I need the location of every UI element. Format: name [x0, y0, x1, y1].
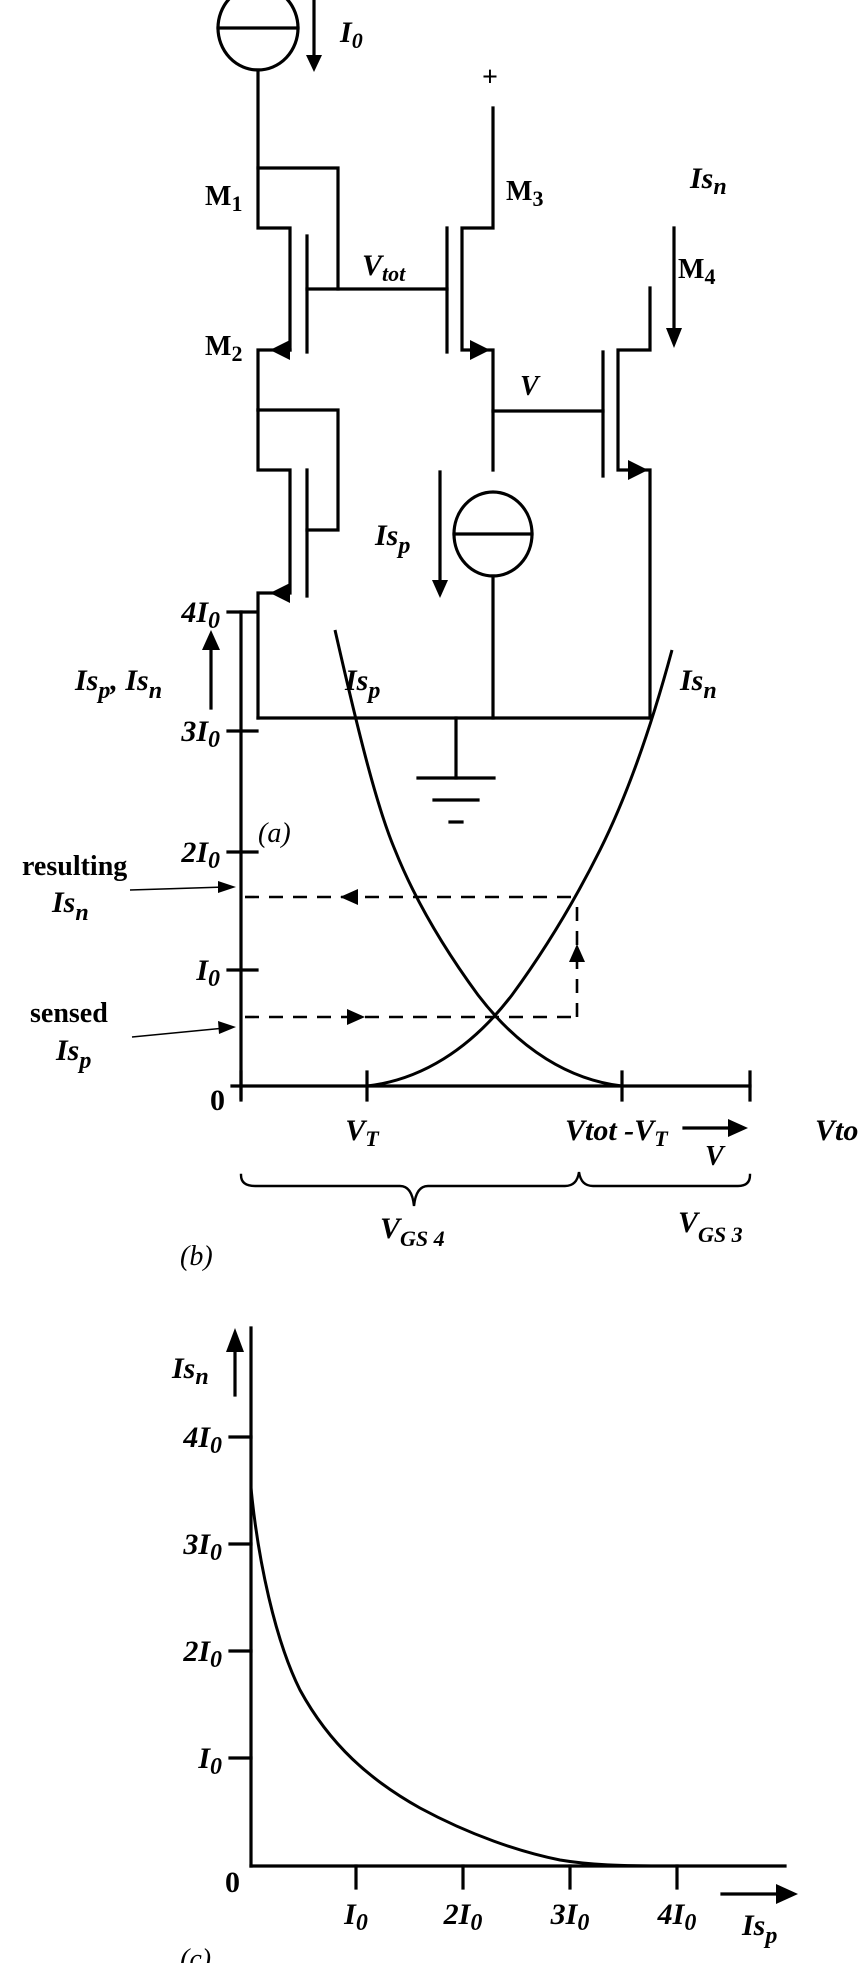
wire-m4-channel	[616, 286, 652, 720]
b-brace-label-vgs3: VGS 3	[678, 1206, 743, 1247]
b-annotation-sensed-isp: Isp	[55, 1034, 91, 1074]
b-arrow-right-icon	[347, 1009, 365, 1025]
b-pointer-resulting	[129, 886, 226, 891]
m1-source-arrow-icon	[270, 340, 290, 360]
b-arrow-up-icon	[569, 944, 585, 962]
current-source-i0-icon	[216, 0, 300, 72]
m4-source-arrow-icon	[628, 460, 648, 480]
b-ytick-3i0: 3I0	[180, 715, 220, 753]
ground-icon	[416, 716, 496, 824]
label-m2: M2	[205, 331, 242, 366]
b-annotation-resulting: resulting	[22, 851, 127, 882]
label-v-node: V	[520, 371, 541, 402]
wire-m2-gate-drain	[256, 408, 340, 532]
b-y-arrow-icon	[202, 630, 220, 710]
c-xtick-2i0: 2I0	[443, 1898, 483, 1936]
c-y-arrow-icon	[226, 1328, 244, 1397]
b-xtick-vt: VT	[345, 1114, 380, 1151]
b-y-axis-label: Isp, Isn	[74, 664, 162, 704]
label-m1: M1	[205, 181, 242, 216]
c-ytick-2i0: 2I0	[182, 1635, 222, 1673]
panel-a-circuit: I0 M1 Vtot M2 + M3 V	[205, 0, 727, 849]
wire-m3-channel	[460, 106, 495, 472]
c-curve-isn-vs-isp	[249, 1487, 671, 1868]
label-m3: M3	[506, 176, 543, 211]
m2-source-arrow-icon	[270, 583, 290, 603]
b-pointer-sensed	[131, 1027, 226, 1038]
label-m4: M4	[678, 254, 715, 289]
b-curve-isp	[333, 629, 623, 1088]
b-ytick-i0: I0	[195, 954, 220, 992]
b-brace-label-vgs4: VGS 4	[380, 1212, 445, 1251]
c-x-arrow-icon	[720, 1884, 798, 1904]
b-x-arrow-icon	[682, 1119, 748, 1137]
c-ytick-3i0: 3I0	[182, 1528, 222, 1566]
b-ytick-0: 0	[210, 1084, 225, 1117]
caption-a: (a)	[258, 818, 291, 849]
c-ytick-4i0: 4I0	[182, 1421, 222, 1459]
c-x-ticks	[354, 1864, 679, 1890]
label-isn: Isn	[689, 162, 727, 200]
c-ytick-0: 0	[225, 1866, 240, 1899]
i0-arrow-icon	[306, 0, 322, 72]
panel-c-chart: 4I0 3I0 2I0 I0 0 Isn I0 2I0 3I0 4I0 Isp …	[171, 1326, 798, 1963]
isp-arrow-icon	[432, 470, 448, 598]
c-x-axis-label: Isp	[741, 1909, 777, 1949]
label-vtot: Vtot	[362, 249, 406, 286]
b-curve-label-isn: Isn	[679, 664, 717, 704]
m3-source-arrow-icon	[470, 340, 490, 360]
c-xtick-3i0: 3I0	[550, 1898, 590, 1936]
b-braces	[239, 1171, 752, 1207]
b-curve-label-isp: Isp	[344, 664, 380, 704]
isn-arrow-icon	[666, 226, 682, 348]
b-arrow-left-icon	[340, 889, 358, 905]
b-ytick-4i0: 4I0	[180, 596, 220, 634]
current-source-isp-icon	[452, 490, 534, 578]
panel-b-chart: 4I0 3I0 2I0 I0 0 Isp, Isn VT Vtot -VT Vt…	[22, 596, 858, 1272]
b-xtick-vtot-vt: Vtot -VT	[565, 1114, 669, 1151]
b-ytick-2i0: 2I0	[180, 836, 220, 874]
c-xtick-i0: I0	[343, 1898, 368, 1936]
c-y-ticks	[228, 1435, 253, 1760]
c-y-axis-label: Isn	[171, 1352, 209, 1390]
label-i0: I0	[339, 16, 363, 53]
caption-b: (b)	[180, 1241, 213, 1272]
c-ytick-i0: I0	[197, 1742, 222, 1780]
label-supply-plus: +	[482, 62, 498, 93]
b-annotation-resulting-isn: Isn	[51, 886, 89, 926]
b-y-ticks	[226, 610, 259, 972]
wire-m2-channel	[256, 408, 292, 720]
b-x-axis-label: V	[705, 1141, 726, 1172]
wire-m1-gate-drain	[256, 68, 340, 291]
b-annotation-sensed: sensed	[30, 998, 108, 1029]
b-curve-isn	[366, 649, 674, 1088]
wire-m1-drain	[256, 166, 292, 352]
c-xtick-4i0: 4I0	[657, 1898, 697, 1936]
caption-c: (c)	[180, 1944, 211, 1963]
b-xtick-vtot: Vto	[815, 1114, 858, 1147]
label-isp: Isp	[374, 519, 410, 559]
